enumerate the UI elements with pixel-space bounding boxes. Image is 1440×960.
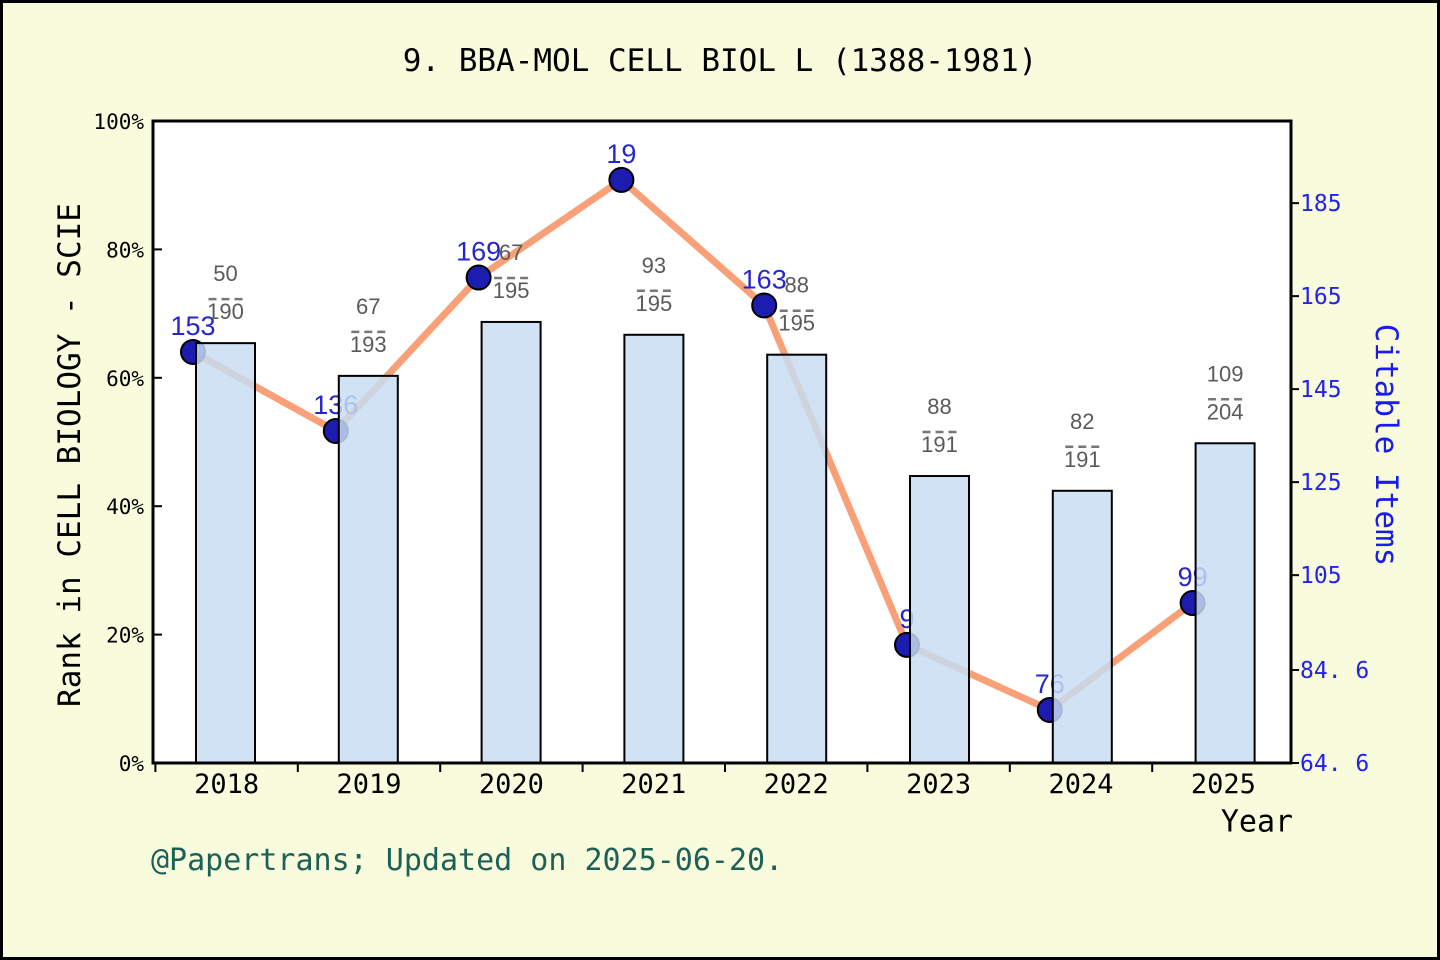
left-tick-label: 80% [106, 238, 144, 262]
x-tick-label-2022: 2022 [764, 769, 829, 800]
plot-border [151, 119, 1293, 765]
bar-denominator-2023: 191 [921, 432, 958, 457]
bar-2021 [623, 333, 685, 764]
bar-2024 [1051, 489, 1113, 764]
bar-2019 [337, 374, 399, 764]
left-tick-label: 40% [106, 495, 144, 519]
bar-denominator-2021: 195 [636, 291, 673, 316]
line-marker-2022 [751, 292, 778, 319]
bar-2022 [766, 353, 828, 764]
bar-2025 [1194, 442, 1256, 764]
right-tick-label: 145 [1300, 377, 1342, 403]
bar-denominator-2019: 193 [350, 332, 387, 357]
bar-denominator-2018: 190 [207, 299, 244, 324]
x-axis-title: Year [1220, 804, 1294, 840]
point-label-2020: 169 [456, 237, 501, 267]
x-tick-label-2020: 2020 [479, 769, 544, 800]
bar-numerator-2023: 88 [927, 394, 951, 419]
bar-denominator-2020: 195 [493, 278, 530, 303]
point-label-2018: 153 [170, 311, 215, 341]
bar-denominator-2022: 195 [778, 311, 815, 336]
x-tick-label-2019: 2019 [336, 769, 401, 800]
bar-2023 [909, 475, 970, 764]
x-tick-label-2025: 2025 [1191, 769, 1256, 800]
bar-numerator-2022: 88 [784, 273, 808, 298]
right-tick-label: 125 [1300, 470, 1342, 496]
bar-numerator-2020: 67 [499, 240, 523, 265]
chart-canvas: 0% 20% 40% 60% 80% 100% 64. 6 84. 6 105 125 145 165… [93, 110, 1369, 800]
x-tick-label-2021: 2021 [621, 769, 686, 800]
bar-numerator-2018: 50 [213, 261, 237, 286]
left-tick-label: 0% [119, 752, 145, 776]
left-tick-label: 100% [93, 110, 144, 134]
right-tick-label: 185 [1300, 191, 1342, 217]
plot-area [153, 121, 1291, 763]
bar-denominator-2025: 204 [1207, 399, 1244, 424]
right-tick-label: 165 [1300, 284, 1342, 310]
x-tick-label-2018: 2018 [194, 769, 259, 800]
bar-2020 [480, 320, 542, 764]
right-tick-label: 105 [1300, 563, 1342, 589]
x-tick-label-2023: 2023 [906, 769, 971, 800]
attribution-text: @Papertrans; Updated on 2025-06-20. [151, 843, 784, 878]
bar-numerator-2019: 67 [356, 294, 380, 319]
bar-2018 [195, 342, 256, 764]
x-tick-label-2024: 2024 [1048, 769, 1113, 800]
point-label-2021: 19 [606, 139, 636, 169]
point-label-2022: 163 [742, 264, 787, 294]
line-marker-2020 [465, 264, 492, 291]
bar-numerator-2025: 109 [1207, 361, 1244, 386]
bar-numerator-2024: 82 [1070, 409, 1094, 434]
bar-denominator-2024: 191 [1064, 447, 1101, 472]
bar-numerator-2021: 93 [642, 253, 666, 278]
chart-title: 9. BBA-MOL CELL BIOL L (1388-1981) [402, 43, 1038, 79]
right-tick-label: 84. 6 [1300, 658, 1369, 684]
right-tick-label: 64. 6 [1300, 751, 1369, 777]
left-tick-label: 60% [106, 367, 144, 391]
line-marker-2021 [608, 166, 635, 193]
left-tick-label: 20% [106, 624, 144, 648]
